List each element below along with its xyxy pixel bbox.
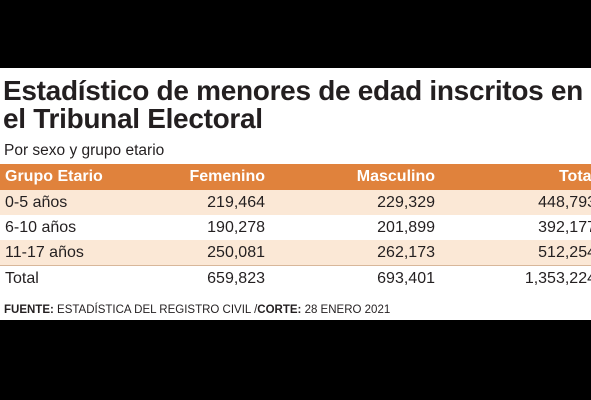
data-table: Grupo Etario Femenino Masculino Total 0-… <box>0 164 591 291</box>
source-text: ESTADÍSTICA DEL REGISTRO CIVIL / <box>53 304 258 316</box>
table-cell: 201,899 <box>377 218 435 236</box>
header-total: Total <box>435 164 591 190</box>
header-grupo-etario: Grupo Etario <box>0 164 155 190</box>
table-header-row: Grupo Etario Femenino Masculino Total <box>0 164 591 190</box>
table-cell: 659,823 <box>155 265 265 291</box>
table-cell: 693,401 <box>265 265 435 291</box>
table-cell: Total <box>0 265 155 291</box>
chart-subtitle: Por sexo y grupo etario <box>4 142 165 159</box>
source-label: FUENTE: <box>4 304 54 316</box>
header-femenino: Femenino <box>155 164 265 190</box>
chart-panel: Estadístico de menores de edad inscritos… <box>0 68 591 320</box>
table-cell: 512,254 <box>435 240 591 266</box>
table-cell: 448,793 <box>435 190 591 215</box>
table-cell: 190,278 <box>207 218 265 236</box>
cutoff-text: 28 ENERO 2021 <box>301 304 391 316</box>
table-cell: 262,173 <box>265 240 435 266</box>
table-cell: 229,329 <box>265 190 435 215</box>
header-masculino: Masculino <box>265 164 435 190</box>
table-cell: 0-5 años <box>0 190 155 215</box>
table-cell: 219,464 <box>155 190 265 215</box>
source-note: FUENTE: ESTADÍSTICA DEL REGISTRO CIVIL /… <box>4 304 390 316</box>
cutoff-label: CORTE: <box>257 304 302 316</box>
table-cell: 11-17 años <box>0 240 155 266</box>
table-cell: 392,177 <box>538 218 591 236</box>
table-cell: 250,081 <box>155 240 265 266</box>
table-row-total: Total 659,823 693,401 1,353,224 <box>0 265 591 291</box>
table-row: 11-17 años 250,081 262,173 512,254 <box>0 240 591 266</box>
table-row: 6-10 años 190,278 201,899 392,177 <box>0 215 591 240</box>
table-row: 0-5 años 219,464 229,329 448,793 <box>0 190 591 215</box>
chart-title: Estadístico de menores de edad inscritos… <box>3 75 583 134</box>
table-cell: 1,353,224 <box>435 265 591 291</box>
table-cell: 6-10 años <box>5 218 77 236</box>
